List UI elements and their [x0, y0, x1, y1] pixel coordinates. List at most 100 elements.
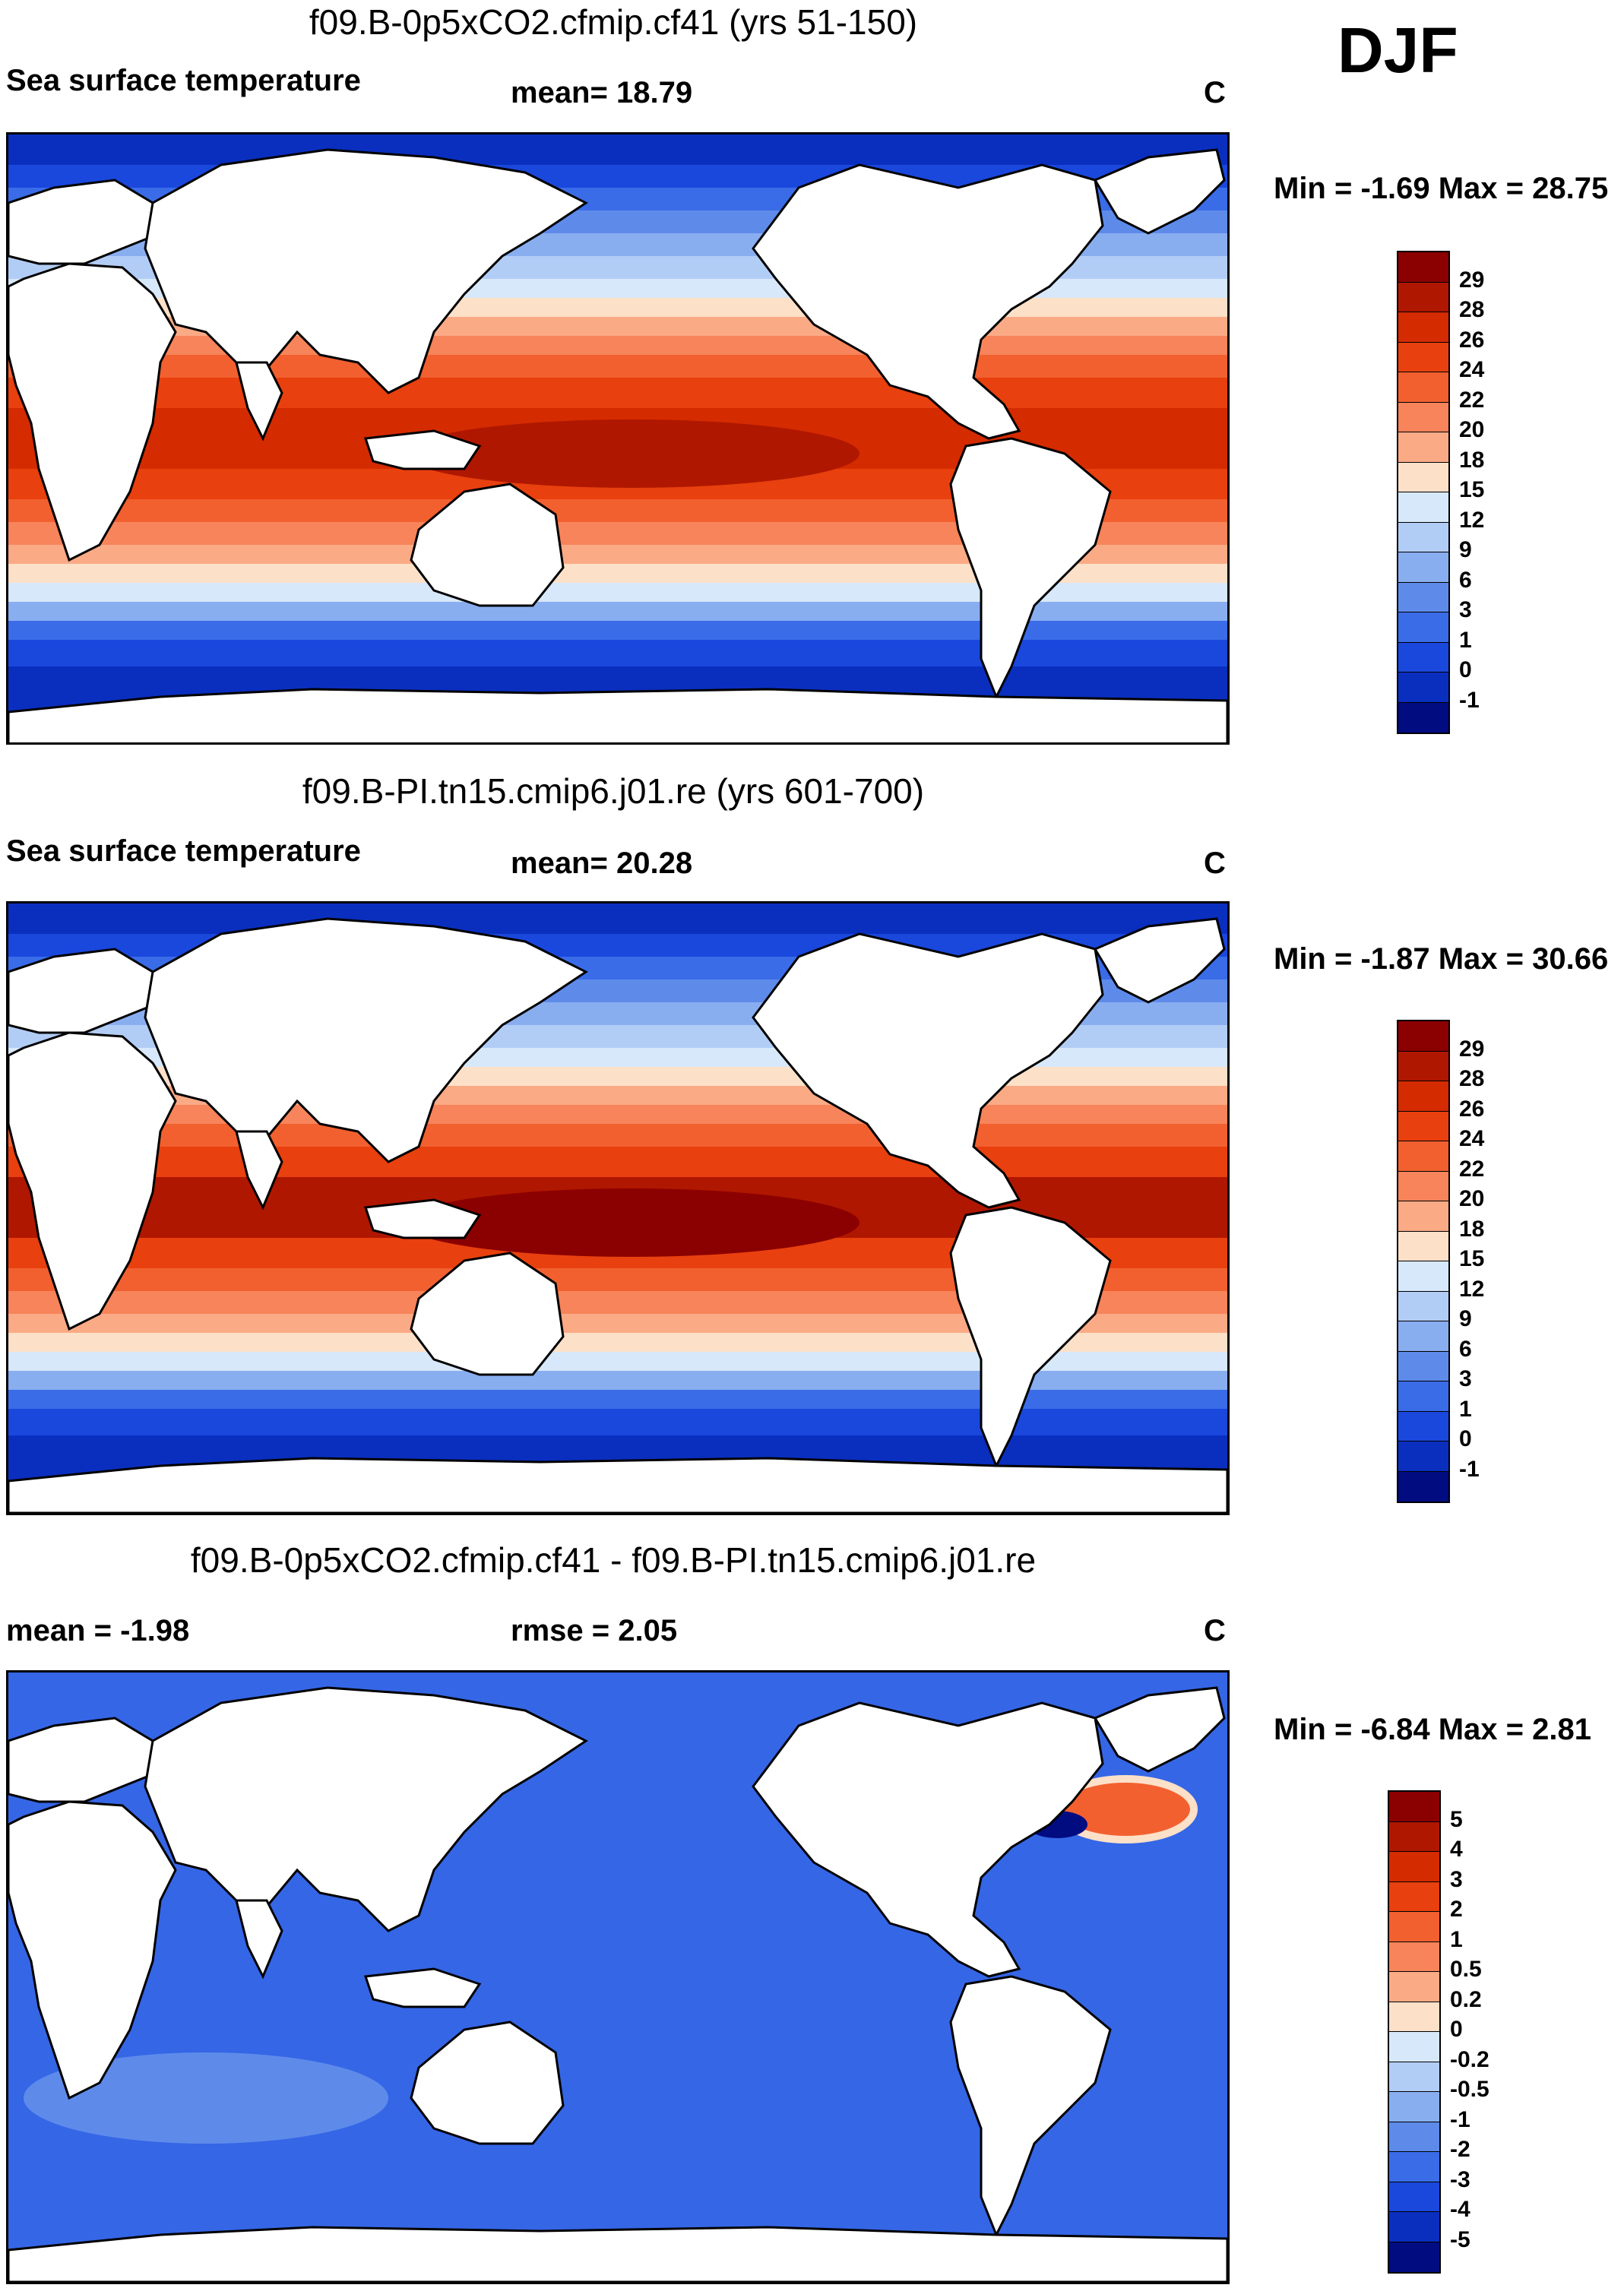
colorbar-tick-label: 6: [1459, 567, 1472, 593]
colorbar-swatch: [1398, 342, 1448, 372]
colorbar-swatch: [1389, 2062, 1439, 2092]
colorbar-tick-label: 18: [1459, 447, 1485, 473]
colorbar-swatch: [1398, 492, 1448, 523]
sst-contour-band: [8, 602, 1227, 621]
colorbar-swatch: [1398, 1201, 1448, 1232]
panel3-mean-label: mean = -1.98: [6, 1614, 190, 1647]
europe-landmass: [8, 948, 162, 1034]
colorbar-tick-label: 9: [1459, 1306, 1472, 1331]
colorbar-swatch: [1398, 282, 1448, 312]
colorbar-tick-label: 5: [1450, 1806, 1463, 1832]
panel3-rmse-label: rmse = 2.05: [511, 1614, 678, 1647]
colorbar-swatch: [1389, 2152, 1439, 2182]
map-canvas: [8, 903, 1227, 1513]
map-canvas: [8, 1672, 1227, 2282]
colorbar-swatch: [1389, 1941, 1439, 1972]
colorbar-tick-label: -1: [1459, 687, 1480, 713]
colorbar-tick-label: 1: [1450, 1926, 1463, 1952]
panel1-minmax: Min = -1.69 Max = 28.75: [1274, 172, 1609, 205]
panel1-unit-label: C: [1204, 76, 1226, 109]
colorbar-tick-label: 0.2: [1450, 1986, 1482, 2012]
panel2-title: f09.B-PI.tn15.cmip6.j01.re (yrs 601-700): [302, 771, 925, 811]
panel2-mean-label: mean= 20.28: [511, 847, 693, 880]
season-label: DJF: [1338, 14, 1458, 86]
europe-landmass: [8, 1717, 162, 1803]
colorbar-tick-label: 15: [1459, 1246, 1485, 1271]
colorbar-swatch: [1389, 2182, 1439, 2212]
colorbar-tick-label: 0: [1459, 1426, 1472, 1451]
south-america-landmass: [949, 1206, 1112, 1469]
sst-contour-band: [8, 336, 1227, 355]
africa-landmass: [8, 1800, 177, 2100]
north-america-landmass: [752, 1701, 1104, 1978]
panel3-colorbar-ticks: 5 4 3 2 1 0.5 0.2 0 -0.2 -0.5 -1 -2 -3 -4 -5: [1450, 1790, 1511, 2271]
sst-contour-band: [8, 1390, 1227, 1409]
colorbar-swatch: [1389, 1881, 1439, 1912]
colorbar-tick-label: 0: [1450, 2017, 1463, 2042]
colorbar-swatch: [1389, 1912, 1439, 1942]
colorbar-swatch: [1398, 612, 1448, 643]
colorbar-swatch: [1398, 1321, 1448, 1352]
colorbar-swatch: [1398, 1081, 1448, 1112]
colorbar-swatch: [1398, 522, 1448, 552]
diff-contour: [24, 2052, 388, 2144]
panel2-variable-label: Sea surface temperature: [6, 834, 361, 868]
colorbar-swatch: [1389, 2122, 1439, 2152]
north-america-landmass: [752, 932, 1104, 1209]
colorbar-tick-label: 1: [1459, 627, 1472, 653]
colorbar-swatch: [1398, 252, 1448, 283]
colorbar-tick-label: 24: [1459, 1126, 1485, 1151]
colorbar-swatch: [1398, 1171, 1448, 1201]
panel1-map: [6, 132, 1230, 745]
colorbar-tick-label: 0: [1459, 657, 1472, 682]
colorbar-tick-label: 2: [1450, 1897, 1463, 1922]
colorbar-swatch: [1398, 1381, 1448, 1412]
panel3-map: [6, 1670, 1230, 2284]
colorbar-swatch: [1389, 2242, 1439, 2272]
colorbar-tick-label: -1: [1459, 1456, 1480, 1482]
panel2-minmax: Min = -1.87 Max = 30.66: [1274, 942, 1609, 976]
panel3-colorbar: [1388, 1790, 1441, 2274]
greenland-landmass: [1093, 148, 1226, 235]
sst-contour-band: [8, 1105, 1227, 1124]
panel1-variable-label: Sea surface temperature: [6, 64, 361, 97]
europe-landmass: [8, 179, 162, 265]
colorbar-tick-label: -0.2: [1450, 2046, 1489, 2072]
map-canvas: [8, 134, 1227, 742]
greenland-landmass: [1093, 917, 1226, 1004]
colorbar-tick-label: 12: [1459, 1276, 1485, 1302]
colorbar-tick-label: 26: [1459, 327, 1485, 353]
colorbar-tick-label: 28: [1459, 1066, 1485, 1091]
panel3-unit-label: C: [1204, 1614, 1226, 1647]
south-america-landmass: [949, 1975, 1112, 2238]
asia-landmass: [144, 1686, 588, 1932]
colorbar-tick-label: 3: [1459, 1366, 1472, 1391]
sst-contour-band: [8, 378, 1227, 408]
colorbar-tick-label: 28: [1459, 297, 1485, 322]
colorbar-tick-label: 15: [1459, 477, 1485, 502]
colorbar-swatch: [1398, 462, 1448, 492]
colorbar-swatch: [1389, 2002, 1439, 2032]
india-landmass: [235, 1130, 283, 1210]
colorbar-tick-label: 9: [1459, 537, 1472, 562]
colorbar-tick-label: 29: [1459, 1036, 1485, 1062]
colorbar-tick-label: 3: [1459, 597, 1472, 622]
colorbar-tick-label: 20: [1459, 1186, 1485, 1211]
africa-landmass: [8, 1031, 177, 1331]
colorbar-tick-label: 20: [1459, 417, 1485, 442]
colorbar-swatch: [1389, 1852, 1439, 1882]
sst-contour-band: [8, 1124, 1227, 1147]
colorbar-tick-label: 3: [1450, 1866, 1463, 1892]
colorbar-swatch: [1398, 1441, 1448, 1472]
antarctica-landmass: [8, 2226, 1227, 2282]
colorbar-swatch: [1398, 582, 1448, 612]
colorbar-swatch: [1398, 1141, 1448, 1172]
colorbar-swatch: [1389, 2032, 1439, 2062]
colorbar-swatch: [1398, 1231, 1448, 1261]
colorbar-tick-label: -5: [1450, 2226, 1470, 2252]
sst-contour-band: [8, 134, 1227, 165]
colorbar-swatch: [1389, 2092, 1439, 2122]
colorbar-tick-label: 22: [1459, 387, 1485, 413]
colorbar-swatch: [1389, 1821, 1439, 1852]
sst-contour-band: [8, 903, 1227, 934]
